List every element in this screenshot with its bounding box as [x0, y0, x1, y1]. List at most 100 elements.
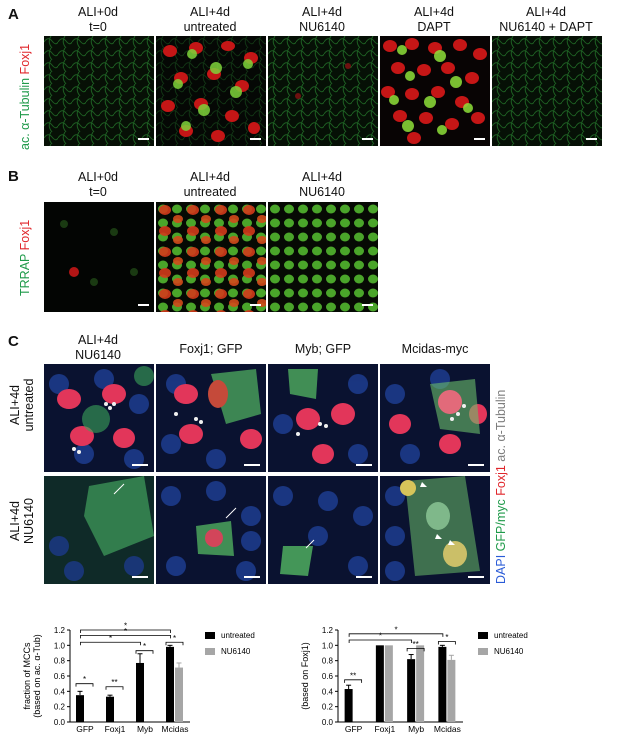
panel-c-row-label-2: ALI+4d NU6140	[8, 466, 36, 576]
micrograph-b1	[44, 202, 154, 312]
micrograph-a2	[156, 36, 266, 146]
panel-a-col-label-3: ALI+4d NU6140	[268, 5, 376, 35]
y-axis-label: (based on ac. α-Tub)	[32, 634, 42, 717]
significance-marker: *	[173, 634, 176, 643]
col-label-line2: untreated	[183, 185, 237, 199]
scale-bar	[356, 464, 372, 466]
y-tick-label: 0.4	[54, 687, 66, 696]
col-label-line1: ALI+4d	[302, 5, 342, 19]
micrograph-c5-image	[44, 476, 154, 584]
scale-bar	[138, 138, 149, 140]
micrograph-c8-image	[380, 476, 490, 584]
micrograph-a3	[268, 36, 378, 146]
micrograph-c4-nu6140	[380, 476, 490, 584]
scale-bar	[250, 304, 261, 306]
col-label-line1: ALI+4d	[78, 333, 118, 347]
col-label-line1: ALI+4d	[414, 5, 454, 19]
legend-label: NU6140	[221, 647, 251, 656]
col-label-line1: ALI+4d	[526, 5, 566, 19]
micrograph-b1-image	[44, 202, 154, 312]
panel-a-col-label-2: ALI+4d untreated	[156, 5, 264, 35]
panel-c-col-label-4: Mcidas-myc	[380, 342, 490, 357]
micrograph-c2-image	[156, 364, 266, 472]
scale-bar	[356, 576, 372, 578]
bar-nu6140-foxj1	[384, 645, 393, 722]
significance-bracket	[348, 633, 444, 637]
panel-letter-b: B	[8, 168, 19, 185]
significance-bracket	[348, 639, 413, 643]
significance-marker: *	[124, 622, 127, 631]
col-label-line1: ALI+0d	[78, 170, 118, 184]
stain-green-label: TRRAP	[18, 253, 32, 296]
panel-a-col-label-1: ALI+0d t=0	[44, 5, 152, 35]
y-tick-label: 0.6	[322, 672, 334, 681]
col-label-line1: Mcidas-myc	[401, 342, 469, 356]
col-label-line2: NU6140	[75, 348, 121, 362]
micrograph-a5-image	[492, 36, 602, 146]
micrograph-b2	[156, 202, 266, 312]
col-label-line1: ALI+0d	[78, 5, 118, 19]
bar-nu6140-myb	[416, 645, 425, 722]
micrograph-c1-untreated	[44, 364, 154, 472]
x-tick-label: GFP	[345, 724, 363, 734]
panel-a-stain-label: ac. α-Tubulin Foxj1	[18, 44, 32, 150]
significance-bracket	[437, 641, 456, 645]
stain-blue-label: DAPI	[494, 554, 508, 584]
bar-untreated-gfp	[76, 695, 84, 722]
panel-b-col-label-2: ALI+4d untreated	[156, 170, 264, 200]
significance-bracket	[406, 648, 425, 652]
bar-untreated-foxj1	[106, 696, 114, 722]
micrograph-b2-image	[156, 202, 266, 312]
y-tick-label: 0.0	[322, 718, 334, 727]
significance-bracket	[80, 634, 171, 639]
y-tick-label: 1.0	[54, 641, 66, 650]
scale-bar	[250, 138, 261, 140]
micrograph-b3-image	[268, 202, 378, 312]
panel-letter-c: C	[8, 333, 19, 350]
panel-a-col-label-4: ALI+4d DAPT	[380, 5, 488, 35]
panel-a-col-label-5: ALI+4d NU6140 + DAPT	[490, 5, 602, 35]
micrograph-a4	[380, 36, 490, 146]
panel-c-col-label-1: ALI+4d NU6140	[44, 333, 152, 363]
row-label-line2: NU6140	[22, 498, 36, 544]
micrograph-a2-image	[156, 36, 266, 146]
significance-marker: *	[143, 642, 146, 651]
bar-untreated-mcidas	[438, 646, 447, 722]
significance-marker: **	[350, 671, 356, 680]
micrograph-a4-image	[380, 36, 490, 146]
y-tick-label: 0.8	[322, 657, 334, 666]
bar-nu6140-mcidas	[447, 659, 456, 722]
bar-chart-ac-tub: 0.0 0.2 0.4 0.6 0.8 1.0 1.2 fraction of MCCs (ba…	[22, 622, 255, 735]
panel-c-stain-label: DAPI GFP/myc Foxj1 ac. α-Tubulin	[494, 390, 508, 584]
scale-bar	[474, 138, 485, 140]
x-tick-label: Mcidas	[434, 724, 461, 734]
scale-bar	[138, 304, 149, 306]
col-label-line2: DAPT	[417, 20, 451, 34]
y-tick-label: 0.4	[322, 687, 334, 696]
panel-c-row-label-1: ALI+4d untreated	[8, 350, 36, 460]
panel-c-col-label-2: Foxj1; GFP	[156, 342, 266, 357]
significance-marker: *	[445, 633, 448, 642]
x-tick-label: Mcidas	[162, 724, 189, 734]
micrograph-c3-untreated	[268, 364, 378, 472]
x-tick-label: Myb	[408, 724, 424, 734]
micrograph-c1-nu6140	[44, 476, 154, 584]
micrograph-c1-image	[44, 364, 154, 472]
significance-marker: *	[394, 625, 397, 634]
bar-untreated-gfp	[344, 689, 353, 722]
legend-label: untreated	[221, 631, 255, 640]
micrograph-b3	[268, 202, 378, 312]
panel-letter-a: A	[8, 6, 19, 23]
micrograph-c2-untreated	[156, 364, 266, 472]
significance-marker: **	[413, 640, 419, 649]
col-label-line2: t=0	[89, 20, 107, 34]
scale-bar	[362, 138, 373, 140]
bar-untreated-myb	[136, 662, 144, 722]
legend-swatch	[205, 632, 215, 639]
significance-bracket	[135, 650, 154, 654]
col-label-line1: ALI+4d	[190, 5, 230, 19]
panel-b-col-label-1: ALI+0d t=0	[44, 170, 152, 200]
legend-label: NU6140	[494, 647, 524, 656]
significance-marker: **	[111, 678, 117, 687]
